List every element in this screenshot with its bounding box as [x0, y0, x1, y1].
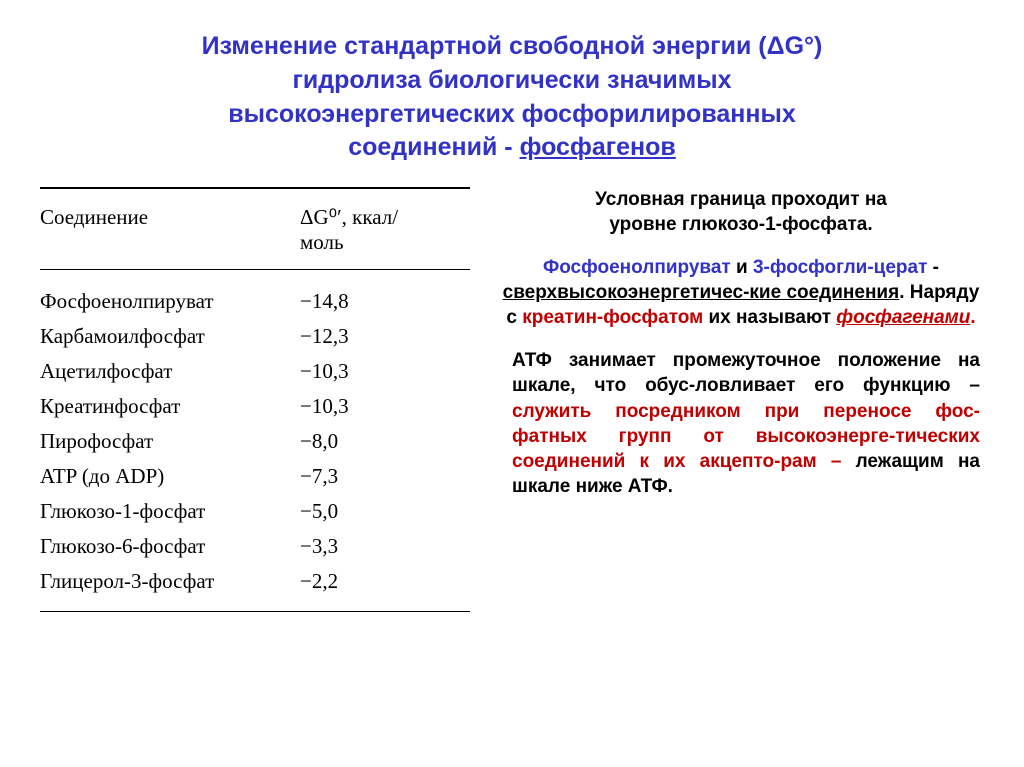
table-row: Глюкозо-6-фосфат −3,3	[40, 529, 470, 564]
p3-a: АТФ занимает промежуточное положение на …	[512, 350, 980, 396]
row-val: −7,3	[300, 464, 410, 489]
title-line-2: гидролиза биологически значимых	[40, 64, 984, 98]
table-row: Креатинфосфат −10,3	[40, 389, 470, 424]
row-name: Глюкозо-1-фосфат	[40, 499, 300, 524]
table-row: Карбамоилфосфат −12,3	[40, 319, 470, 354]
content-area: Соединение ΔG⁰′, ккал/моль Фосфоенолпиру…	[40, 187, 984, 612]
p1-line1: Условная граница проходит на	[595, 189, 887, 210]
row-name: Пирофосфат	[40, 429, 300, 454]
row-name: Фосфоенолпируват	[40, 289, 300, 314]
row-val: −14,8	[300, 289, 410, 314]
title-line-4: соединений - фосфагенов	[40, 131, 984, 165]
p3-c: –	[817, 451, 856, 472]
slide-title: Изменение стандартной свободной энергии …	[40, 30, 984, 165]
paragraph-1: Условная граница проходит на уровне глюк…	[498, 187, 984, 237]
paragraph-2: Фосфоенолпируват и 3-фосфогли-церат - св…	[498, 255, 984, 330]
row-val: −12,3	[300, 324, 410, 349]
table-row: Глюкозо-1-фосфат −5,0	[40, 494, 470, 529]
row-val: −10,3	[300, 359, 410, 384]
p2-c: 3-фосфогли-церат	[753, 257, 927, 278]
p2-b: и	[731, 257, 753, 278]
title-line-1: Изменение стандартной свободной энергии …	[40, 30, 984, 64]
table-row: Фосфоенолпируват −14,8	[40, 284, 470, 319]
row-val: −10,3	[300, 394, 410, 419]
row-name: Ацетилфосфат	[40, 359, 300, 384]
p2-e: сверхвысокоэнергетичес-кие соединения	[503, 282, 900, 303]
p2-h: их называют	[703, 307, 836, 328]
title-line-4a: соединений -	[348, 133, 519, 161]
table-row: Пирофосфат −8,0	[40, 424, 470, 459]
row-name: Глюкозо-6-фосфат	[40, 534, 300, 559]
row-name: Креатинфосфат	[40, 394, 300, 419]
table-row: Глицерол-3-фосфат −2,2	[40, 564, 470, 599]
row-name: ATP (до ADP)	[40, 464, 300, 489]
table-header-row: Соединение ΔG⁰′, ккал/моль	[40, 187, 470, 270]
header-compound: Соединение	[40, 205, 300, 255]
title-line-3: высокоэнергетических фосфорилированных	[40, 98, 984, 132]
table-row: ATP (до ADP) −7,3	[40, 459, 470, 494]
row-name: Карбамоилфосфат	[40, 324, 300, 349]
header-value: ΔG⁰′, ккал/моль	[300, 205, 410, 255]
explanation-text: Условная граница проходит на уровне глюк…	[498, 187, 984, 517]
p2-i: фосфагенами	[836, 307, 970, 328]
paragraph-3: АТФ занимает промежуточное положение на …	[498, 348, 984, 498]
row-val: −2,2	[300, 569, 410, 594]
p2-d: -	[927, 257, 939, 278]
p2-a: Фосфоенолпируват	[543, 257, 731, 278]
p1-line2: уровне глюкозо-1-фосфата.	[609, 214, 872, 235]
table-body: Фосфоенолпируват −14,8 Карбамоилфосфат −…	[40, 270, 470, 612]
p2-g: креатин-фосфатом	[522, 307, 703, 328]
table-row: Ацетилфосфат −10,3	[40, 354, 470, 389]
title-line-4b: фосфагенов	[520, 133, 676, 161]
row-val: −3,3	[300, 534, 410, 559]
row-name: Глицерол-3-фосфат	[40, 569, 300, 594]
row-val: −8,0	[300, 429, 410, 454]
energy-table: Соединение ΔG⁰′, ккал/моль Фосфоенолпиру…	[40, 187, 470, 612]
row-val: −5,0	[300, 499, 410, 524]
p2-j: .	[970, 307, 975, 328]
